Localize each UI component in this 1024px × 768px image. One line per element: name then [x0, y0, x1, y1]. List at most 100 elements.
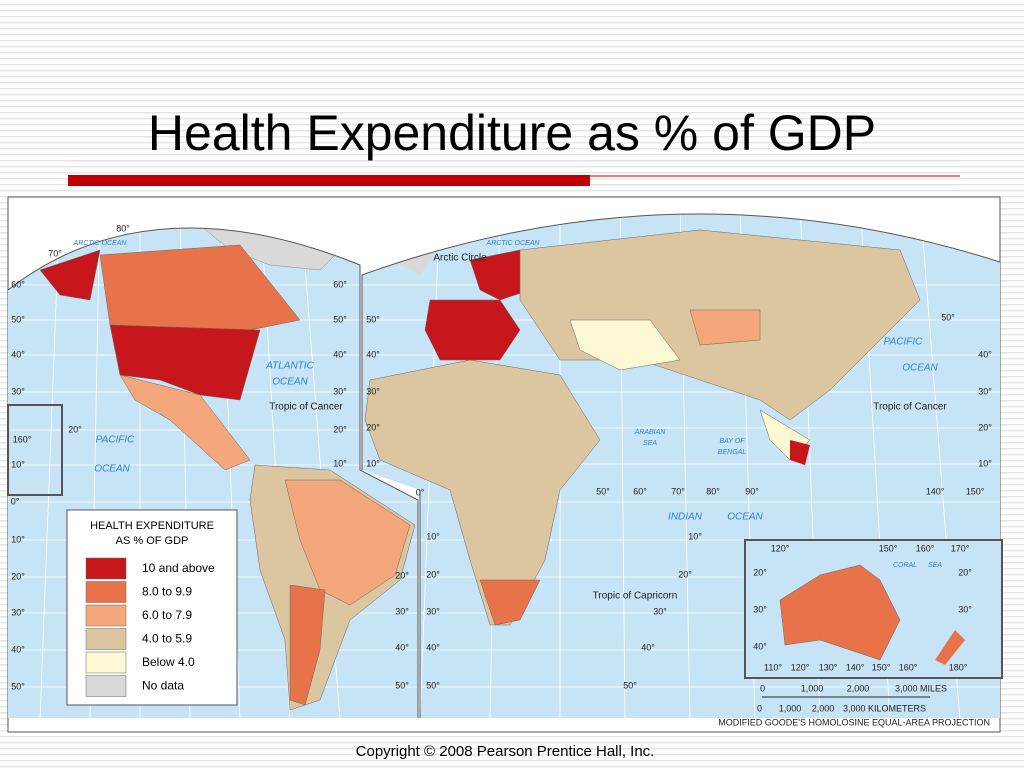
- copyright: Copyright © 2008 Pearson Prentice Hall, …: [356, 743, 655, 760]
- map-label: 50°: [395, 680, 409, 690]
- legend-swatch: [85, 557, 127, 580]
- map-label: 10°: [333, 458, 347, 468]
- left-outline: [7, 227, 419, 718]
- scale-label: 1,000: [779, 703, 802, 713]
- map-label: OCEAN: [727, 512, 763, 523]
- map-label: 20°: [678, 569, 692, 579]
- slide-title: Health Expenditure as % of GDP: [148, 105, 876, 161]
- map-label: SEA: [928, 562, 942, 569]
- scale-label: 2,000: [812, 703, 835, 713]
- map-label: 10°: [366, 458, 380, 468]
- map-labels: ARCTIC OCEAN ARCTIC OCEAN Arctic Circle ATL…: [11, 223, 993, 691]
- map-label: 40°: [395, 642, 409, 652]
- map-label: 0°: [416, 487, 425, 497]
- map-label: 150°: [966, 486, 985, 496]
- map-label: ARCTIC OCEAN: [73, 240, 128, 247]
- legend-swatch: [85, 675, 127, 697]
- map-label: 110°: [764, 662, 782, 672]
- map-label: PACIFIC: [884, 337, 923, 348]
- map-label: BENGAL: [718, 449, 747, 456]
- map-label: PACIFIC: [96, 435, 135, 446]
- map-label: 50°: [623, 680, 637, 690]
- map-label: 0°: [11, 496, 20, 506]
- map-label: 30°: [753, 604, 767, 614]
- map-label: 50°: [333, 314, 347, 324]
- right-outline: [361, 213, 1001, 470]
- legend-label: 4.0 to 5.9: [142, 632, 192, 646]
- right-lobe: [362, 214, 1000, 718]
- map-label: 50°: [596, 486, 610, 496]
- map-label: 60°: [633, 486, 647, 496]
- map-label: 60°: [333, 279, 347, 289]
- legend-title: AS % OF GDP: [116, 535, 189, 547]
- map-label: ARCTIC OCEAN: [486, 240, 541, 247]
- new-zealand: [935, 630, 965, 665]
- legend-swatch: [85, 581, 127, 603]
- map-label: 40°: [333, 349, 347, 359]
- scale-label: 2,000: [847, 683, 870, 693]
- map-label: ATLANTIC: [265, 361, 314, 372]
- map-label: OCEAN: [272, 377, 308, 388]
- map-label: 80°: [706, 486, 720, 496]
- map-label: Tropic of Cancer: [873, 402, 947, 413]
- map-label: 160°: [916, 543, 935, 553]
- australia: [779, 564, 901, 661]
- map-label: 50°: [941, 312, 955, 322]
- map-label: 80°: [116, 223, 130, 233]
- legend-label: No data: [142, 679, 184, 693]
- map-label: 20°: [753, 567, 767, 577]
- scale-label: 0: [757, 703, 762, 713]
- map-label: 60°: [11, 279, 25, 289]
- map-label: 50°: [11, 314, 25, 324]
- map-label: SEA: [643, 440, 657, 447]
- map-label: 30°: [366, 386, 380, 396]
- legend-label: 10 and above: [142, 561, 215, 575]
- map-label: 40°: [978, 349, 992, 359]
- map-label: 10°: [426, 531, 440, 541]
- map-label: Tropic of Cancer: [269, 402, 343, 413]
- map-label: 40°: [11, 349, 25, 359]
- map-label: 40°: [641, 642, 655, 652]
- title-bar: [68, 175, 590, 186]
- map-label: 40°: [426, 642, 440, 652]
- map-label: Arctic Circle: [433, 253, 487, 264]
- map-label: 40°: [753, 641, 767, 651]
- map-label: 70°: [671, 486, 685, 496]
- map-label: 30°: [978, 386, 992, 396]
- map-label: 20°: [11, 571, 25, 581]
- hawaii-inset: [7, 404, 63, 496]
- map-label: 170°: [951, 543, 970, 553]
- map-label: 10°: [978, 458, 992, 468]
- legend-title: HEALTH EXPENDITURE: [90, 520, 214, 532]
- legend-swatch: [85, 651, 127, 674]
- legend-swatch: [85, 628, 127, 650]
- scale-label: 1,000: [801, 683, 824, 693]
- map-label: 30°: [333, 386, 347, 396]
- map-label: 30°: [11, 607, 25, 617]
- scale-label: 0: [760, 683, 765, 693]
- map-label: 20°: [366, 422, 380, 432]
- map-label: 20°: [958, 567, 972, 577]
- scale-label: 3,000 KILOMETERS: [843, 703, 926, 713]
- map-label: 30°: [426, 606, 440, 616]
- map-label: 160°: [899, 662, 918, 672]
- map-label: OCEAN: [902, 363, 938, 374]
- map-label: 30°: [395, 606, 409, 616]
- legend-label: Below 4.0: [142, 655, 195, 669]
- map-label: 10°: [11, 459, 25, 469]
- map-label: INDIAN: [668, 512, 703, 523]
- map-label: 90°: [745, 486, 759, 496]
- map-label: Tropic of Capricorn: [593, 591, 678, 602]
- map-label: 50°: [366, 314, 380, 324]
- map-label: 50°: [11, 681, 25, 691]
- map-label: 50°: [426, 680, 440, 690]
- map-label: 20°: [333, 424, 347, 434]
- map-label: OCEAN: [94, 464, 130, 475]
- map-label: 130°: [819, 662, 838, 672]
- map-label: 40°: [366, 349, 380, 359]
- legend-label: 6.0 to 7.9: [142, 608, 192, 622]
- map-label: 140°: [926, 486, 945, 496]
- map-label: 150°: [872, 662, 891, 672]
- map-label: 10°: [11, 534, 25, 544]
